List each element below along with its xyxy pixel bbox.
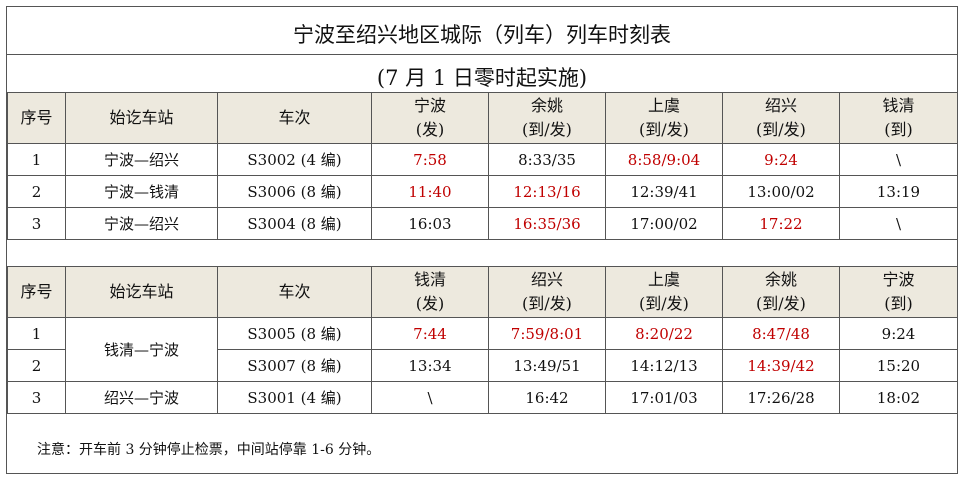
table-row: 2 宁波—钱清 S3006 (8 编) 11:40 12:13/16 12:39… [7, 175, 958, 208]
cell-time: 17:00/02 [605, 207, 723, 240]
page-subtitle: (7 月 1 日零时起实施) [376, 66, 588, 90]
cell-time: 17:22 [722, 207, 840, 240]
cell-route: 宁波—绍兴 [65, 143, 218, 176]
cell-time: 8:58/9:04 [605, 143, 723, 176]
cell-seq: 2 [7, 175, 66, 208]
cell-time: \ [839, 143, 958, 176]
header-route: 始讫车站 [65, 266, 218, 318]
header-station-3: 上虞 (到/发) [605, 266, 723, 318]
cell-seq: 2 [7, 349, 66, 382]
cell-train: S3002 (4 编) [217, 143, 372, 176]
header-station-3: 上虞 (到/发) [605, 92, 723, 144]
cell-train: S3007 (8 编) [217, 349, 372, 382]
cell-time: 8:47/48 [722, 317, 840, 350]
header-station-5: 钱清 (到) [839, 92, 958, 144]
cell-time: 7:44 [371, 317, 489, 350]
cell-route: 宁波—钱清 [65, 175, 218, 208]
footnote: 注意：开车前 3 分钟停止检票，中间站停靠 1-6 分钟。 [37, 442, 381, 458]
cell-time: 13:34 [371, 349, 489, 382]
header-station-5: 宁波 (到) [839, 266, 958, 318]
header-station-4: 绍兴 (到/发) [722, 92, 840, 144]
page-title: 宁波至绍兴地区城际（列车）列车时刻表 [293, 23, 671, 47]
header-train: 车次 [217, 266, 372, 318]
cell-time: 13:19 [839, 175, 958, 208]
header-route: 始讫车站 [65, 92, 218, 144]
header-station-2: 余姚 (到/发) [488, 92, 606, 144]
cell-time: 13:00/02 [722, 175, 840, 208]
cell-train: S3004 (8 编) [217, 207, 372, 240]
timetable-return: 序号 始讫车站 车次 钱清 (发) 绍兴 (到/发) 上虞 (到/发) 余姚 (到/发)… [7, 266, 958, 414]
cell-time: 9:24 [722, 143, 840, 176]
cell-train: S3005 (8 编) [217, 317, 372, 350]
header-seq: 序号 [7, 266, 66, 318]
header-seq: 序号 [7, 92, 66, 144]
cell-seq: 3 [7, 207, 66, 240]
timetable-outbound: 序号 始讫车站 车次 宁波 (发) 余姚 (到/发) 上虞 (到/发) 绍兴 (到/发)… [7, 92, 958, 240]
cell-time: \ [839, 207, 958, 240]
cell-time: 16:03 [371, 207, 489, 240]
cell-route: 宁波—绍兴 [65, 207, 218, 240]
table-row: 1 宁波—绍兴 S3002 (4 编) 7:58 8:33/35 8:58/9:… [7, 143, 958, 176]
cell-train: S3006 (8 编) [217, 175, 372, 208]
header-station-1: 钱清 (发) [371, 266, 489, 318]
cell-seq: 1 [7, 143, 66, 176]
cell-time: 9:24 [839, 317, 958, 350]
table-row: 3 绍兴—宁波 S3001 (4 编) \ 16:42 17:01/03 17:… [7, 381, 958, 414]
cell-time: 11:40 [371, 175, 489, 208]
divider [7, 54, 957, 55]
cell-seq: 3 [7, 381, 66, 414]
table-header-row: 序号 始讫车站 车次 宁波 (发) 余姚 (到/发) 上虞 (到/发) 绍兴 (到/发)… [7, 92, 958, 144]
cell-route: 钱清—宁波 [65, 317, 218, 382]
cell-time: 18:02 [839, 381, 958, 414]
cell-time: 7:59/8:01 [488, 317, 606, 350]
cell-time: 8:20/22 [605, 317, 723, 350]
cell-time: 7:58 [371, 143, 489, 176]
header-train: 车次 [217, 92, 372, 144]
cell-time: 16:35/36 [488, 207, 606, 240]
table-header-row: 序号 始讫车站 车次 钱清 (发) 绍兴 (到/发) 上虞 (到/发) 余姚 (到/发)… [7, 266, 958, 318]
table-row: 3 宁波—绍兴 S3004 (8 编) 16:03 16:35/36 17:00… [7, 207, 958, 240]
cell-time: 15:20 [839, 349, 958, 382]
table-row: 2 S3007 (8 编) 13:34 13:49/51 14:12/13 14… [7, 349, 958, 382]
cell-time: \ [371, 381, 489, 414]
cell-time: 12:39/41 [605, 175, 723, 208]
cell-time: 8:33/35 [488, 143, 606, 176]
cell-time: 17:01/03 [605, 381, 723, 414]
cell-time: 12:13/16 [488, 175, 606, 208]
header-station-4: 余姚 (到/发) [722, 266, 840, 318]
cell-route: 绍兴—宁波 [65, 381, 218, 414]
header-station-2: 绍兴 (到/发) [488, 266, 606, 318]
cell-time: 16:42 [488, 381, 606, 414]
timetable-frame: 宁波至绍兴地区城际（列车）列车时刻表 (7 月 1 日零时起实施) 序号 始讫车… [6, 6, 958, 474]
header-station-1: 宁波 (发) [371, 92, 489, 144]
cell-time: 17:26/28 [722, 381, 840, 414]
cell-time: 14:12/13 [605, 349, 723, 382]
table-row: 1 钱清—宁波 S3005 (8 编) 7:44 7:59/8:01 8:20/… [7, 317, 958, 382]
cell-train: S3001 (4 编) [217, 381, 372, 414]
cell-time: 14:39/42 [722, 349, 840, 382]
cell-seq: 1 [7, 317, 66, 350]
cell-time: 13:49/51 [488, 349, 606, 382]
